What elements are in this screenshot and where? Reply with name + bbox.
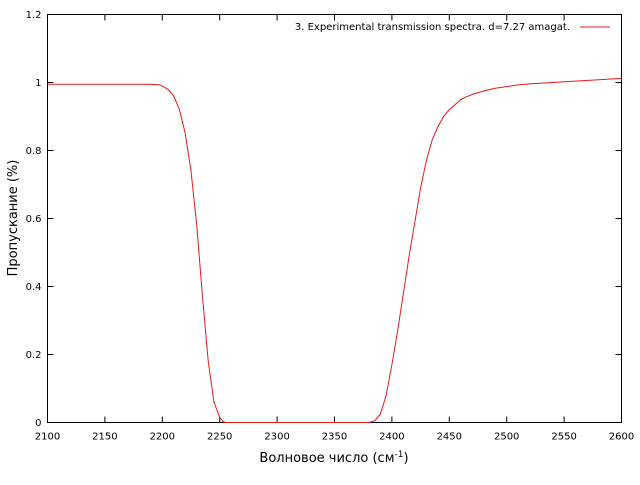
x-axis-ticks: 2100 2150 2200 2250 2300 2350 2400 2450 2500 2550…: [35, 14, 634, 443]
y-tick-label: 1.2: [26, 10, 42, 21]
x-tick-label: 2100: [35, 432, 60, 443]
y-axis-title: Пропускание (%): [6, 160, 21, 277]
x-tick-label: 2250: [207, 432, 232, 443]
x-axis-title-suffix: ): [403, 451, 408, 466]
x-tick-label: 2300: [264, 432, 289, 443]
y-tick-label: 0.8: [26, 146, 42, 157]
plot-area: [47, 14, 622, 423]
x-tick-label: 2600: [609, 432, 634, 443]
x-tick-label: 2350: [322, 432, 347, 443]
x-axis-title: Волновое число (см-1): [259, 450, 408, 466]
y-tick-label: 0.4: [26, 282, 42, 293]
x-tick-label: 2150: [92, 432, 117, 443]
legend-label: 3. Experimental transmission spectra. d=…: [295, 22, 570, 33]
y-axis-ticks: 0 0.2 0.4 0.6 0.8 1 1.2: [26, 10, 622, 429]
x-tick-label: 2550: [551, 432, 576, 443]
x-tick-label: 2200: [150, 432, 175, 443]
y-tick-label: 0.2: [26, 350, 42, 361]
x-axis-title-superscript: -1: [395, 450, 404, 460]
series-line: [47, 77, 622, 423]
x-tick-label: 2450: [437, 432, 462, 443]
x-tick-label: 2500: [494, 432, 519, 443]
y-tick-label: 0: [35, 418, 41, 429]
legend: 3. Experimental transmission spectra. d=…: [295, 22, 610, 33]
y-tick-label: 0.6: [26, 214, 42, 225]
y-tick-label: 1: [35, 78, 41, 89]
x-tick-label: 2400: [379, 432, 404, 443]
series-layer: [47, 77, 622, 423]
